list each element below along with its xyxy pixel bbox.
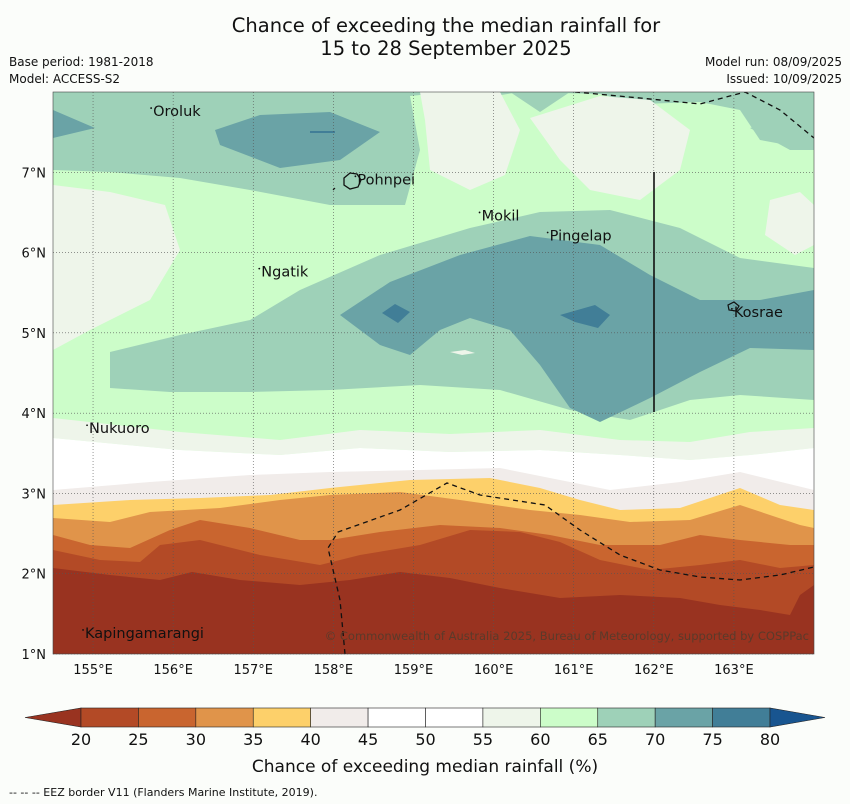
colorbar-tick-label: 65 bbox=[588, 730, 608, 749]
lon-tick-label: 161°E bbox=[554, 663, 594, 678]
lat-tick-label: 6°N bbox=[22, 247, 47, 262]
place-marker bbox=[730, 307, 733, 310]
colorbar-tick-label: 75 bbox=[702, 730, 722, 749]
lon-tick-label: 163°E bbox=[714, 663, 754, 678]
lat-tick-label: 4°N bbox=[22, 407, 47, 422]
model-run: Model run: 08/09/2025 bbox=[704, 55, 842, 69]
contour-75-80-b bbox=[560, 305, 610, 328]
map-title: Chance of exceeding the median rainfall … bbox=[0, 14, 850, 60]
colorbar-tick-label: 55 bbox=[473, 730, 493, 749]
colorbar-tick-label: 40 bbox=[300, 730, 320, 749]
place-label-ngatik: Ngatik bbox=[261, 265, 309, 281]
colorbar-segment bbox=[252, 707, 311, 728]
latitude-tick-labels: 1°N 2°N 3°N 4°N 5°N 6°N 7°N bbox=[22, 166, 47, 663]
colorbar-segment bbox=[540, 707, 599, 728]
place-marker bbox=[86, 424, 88, 427]
longitude-tick-labels: 155°E 156°E 157°E 158°E 159°E 160°E 161°E 162°E… bbox=[73, 663, 753, 678]
contour-75-80-a bbox=[382, 304, 410, 323]
colorbar: 20 25 30 35 40 45 50 55 60 65 70 75 80 bbox=[24, 707, 826, 749]
place-marker bbox=[150, 107, 153, 109]
meta-right: Model run: 08/09/2025 Issued: 10/09/2025 bbox=[705, 54, 842, 88]
contour-layer bbox=[53, 92, 814, 654]
lat-tick-label: 3°N bbox=[22, 487, 47, 502]
colorbar-tick-label: 70 bbox=[645, 730, 665, 749]
place-labels: Oroluk Pohnpei Mokil Pingelap Ngatik Kosrae Nu… bbox=[82, 104, 783, 642]
contour-65-70-north bbox=[53, 92, 814, 205]
colorbar-tick-label: 60 bbox=[530, 730, 550, 749]
colorbar-segment bbox=[80, 707, 139, 728]
contour-55-60-northeast bbox=[530, 96, 690, 200]
colorbar-segment bbox=[654, 707, 713, 728]
eez-footnote: -- -- -- EEZ border V11 (Flanders Marine… bbox=[9, 786, 318, 799]
colorbar-segment bbox=[482, 707, 541, 728]
map-frame bbox=[52, 91, 815, 655]
islands bbox=[332, 172, 740, 312]
colorbar-segment bbox=[597, 707, 656, 728]
colorbar-segment bbox=[310, 707, 369, 728]
lon-tick-label: 156°E bbox=[153, 663, 193, 678]
contour-65-70-northpatch bbox=[510, 92, 570, 112]
colorbar-tick-label: 45 bbox=[358, 730, 378, 749]
contour-65-70-northeast bbox=[750, 118, 814, 150]
eez-borders bbox=[327, 92, 814, 654]
colorbar-segment bbox=[367, 707, 426, 728]
place-label-kapingamarangi: Kapingamarangi bbox=[85, 626, 204, 642]
colorbar-segment bbox=[425, 707, 484, 728]
lat-tick-label: 2°N bbox=[22, 568, 47, 583]
copyright-text: © Commonwealth of Australia 2025, Bureau… bbox=[325, 629, 809, 643]
colorbar-segment bbox=[138, 707, 197, 728]
title-line-2: 15 to 28 September 2025 bbox=[320, 37, 572, 60]
place-marker bbox=[258, 267, 261, 270]
model-name: Model: ACCESS-S2 bbox=[9, 72, 121, 86]
colorbar-tick-label: 30 bbox=[186, 730, 206, 749]
contour-70-75-central bbox=[340, 236, 814, 422]
contour-70-75-oroluk bbox=[215, 112, 380, 168]
lon-tick-label: 157°E bbox=[233, 663, 273, 678]
lon-tick-label: 159°E bbox=[394, 663, 434, 678]
contour-55-60-west bbox=[53, 185, 180, 350]
lon-tick-label: 158°E bbox=[314, 663, 354, 678]
colorbar-tick-label: 50 bbox=[415, 730, 435, 749]
ant-atoll bbox=[332, 187, 336, 191]
place-label-mokil: Mokil bbox=[482, 208, 520, 224]
contour-55-60-north bbox=[420, 92, 520, 190]
contour-small-patch bbox=[450, 350, 475, 355]
place-label-pohnpei: Pohnpei bbox=[357, 172, 415, 188]
place-marker bbox=[82, 629, 84, 631]
title-line-1: Chance of exceeding the median rainfall … bbox=[231, 14, 661, 37]
place-marker bbox=[546, 231, 549, 234]
lat-tick-label: 5°N bbox=[22, 327, 47, 342]
contour-below-20 bbox=[53, 568, 814, 654]
place-label-kosrae: Kosrae bbox=[734, 305, 783, 321]
colorbar-tick-label: 80 bbox=[760, 730, 780, 749]
colorbar-low-extend bbox=[24, 707, 82, 728]
colorbar-label: Chance of exceeding median rainfall (%) bbox=[252, 757, 598, 777]
lon-tick-label: 162°E bbox=[634, 663, 674, 678]
contour-55-60-south bbox=[53, 418, 814, 460]
place-marker bbox=[354, 175, 357, 178]
meta-left: Base period: 1981-2018 Model: ACCESS-S2 bbox=[9, 54, 154, 88]
lat-tick-label: 1°N bbox=[22, 648, 47, 663]
colorbar-segment bbox=[712, 707, 771, 728]
colorbar-tick-label: 35 bbox=[243, 730, 263, 749]
pohnpei-island-outline bbox=[343, 172, 362, 190]
lat-tick-label: 7°N bbox=[22, 166, 47, 181]
colorbar-tick-label: 25 bbox=[128, 730, 148, 749]
eez-border-north bbox=[574, 92, 814, 139]
colorbar-high-extend bbox=[769, 707, 826, 728]
issued-date: Issued: 10/09/2025 bbox=[726, 72, 842, 86]
lon-tick-label: 160°E bbox=[474, 663, 514, 678]
contour-55-60-east bbox=[765, 192, 814, 255]
place-label-oroluk: Oroluk bbox=[153, 104, 201, 120]
base-period: Base period: 1981-2018 bbox=[9, 55, 154, 69]
contour-70-75-northwest bbox=[53, 110, 95, 138]
place-label-pingelap: Pingelap bbox=[550, 229, 612, 245]
place-marker bbox=[478, 211, 481, 214]
colorbar-tick-label: 20 bbox=[71, 730, 91, 749]
colorbar-segment bbox=[195, 707, 254, 728]
lon-tick-label: 155°E bbox=[73, 663, 113, 678]
kosrae-island-outline bbox=[727, 301, 740, 312]
place-label-nukuoro: Nukuoro bbox=[89, 421, 150, 437]
